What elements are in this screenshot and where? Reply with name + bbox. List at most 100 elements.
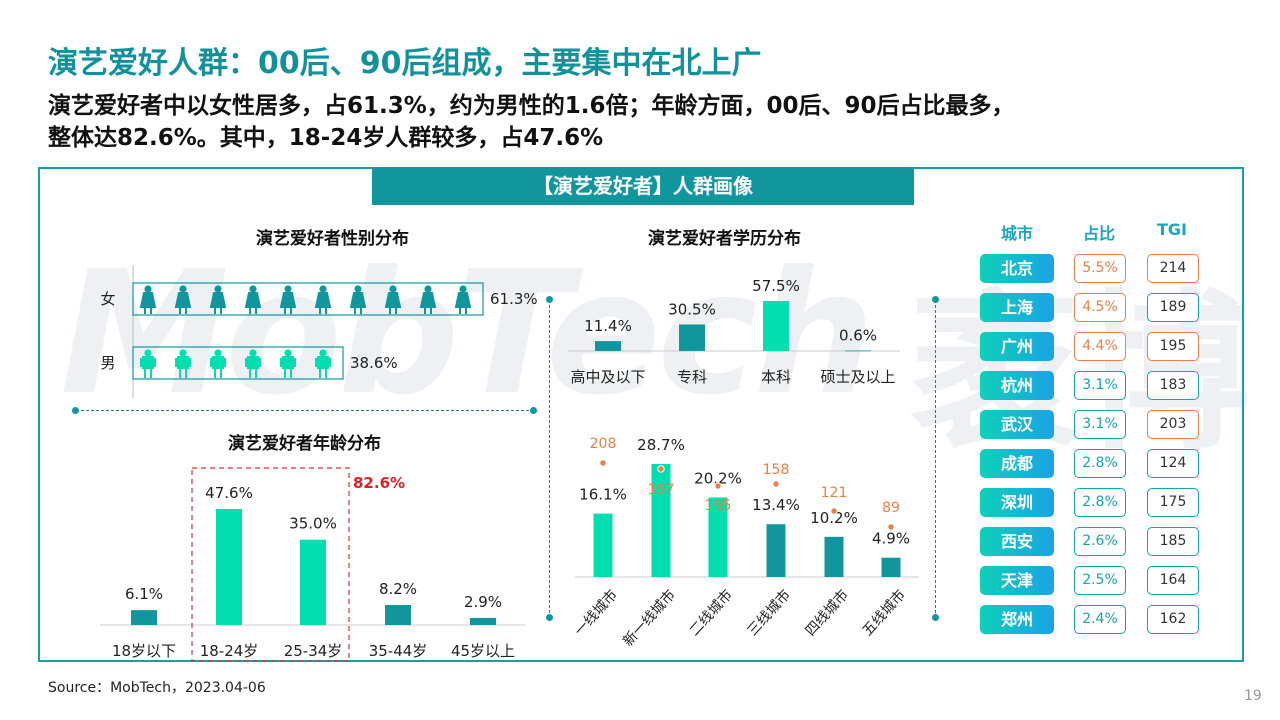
age-highlight-box [191, 467, 350, 662]
city-name-cell: 成都 [980, 449, 1054, 478]
tgi-value-label: 165 [705, 498, 732, 514]
divider-horizontal [76, 410, 534, 411]
city-name-cell: 北京 [980, 254, 1054, 283]
city-name-cell: 郑州 [980, 605, 1054, 634]
city-tgi-cell: 189 [1147, 293, 1199, 322]
person-icon-head [284, 349, 292, 357]
city-name-cell: 上海 [980, 293, 1054, 322]
source-note: Source：MobTech，2023.04-06 [48, 680, 266, 696]
person-icon [315, 356, 331, 378]
watermark: MobTech [60, 235, 875, 433]
age-category-label: 45岁以上 [451, 642, 515, 660]
person-icon [454, 292, 472, 314]
education-category-label: 本科 [761, 368, 791, 386]
tgi-dot [772, 480, 780, 488]
person-icon [245, 356, 261, 378]
age-value-label: 47.6% [205, 484, 253, 502]
city-tier-category-label: 五线城市 [859, 586, 909, 639]
gender-bar-frame [132, 346, 344, 380]
city-tier-bar [881, 557, 901, 577]
person-icon-head [424, 285, 432, 293]
divider-dot-right [530, 407, 537, 414]
age-category-label: 25-34岁 [284, 642, 343, 660]
person-icon [384, 292, 402, 314]
person-icon-head [459, 285, 467, 293]
gender-value-label: 61.3% [490, 290, 538, 308]
section-banner: 【演艺爱好者】人群画像 [372, 167, 914, 205]
person-icon-head [249, 349, 257, 357]
tgi-dot [599, 459, 607, 467]
city-tier-category-label: 三线城市 [744, 586, 794, 639]
city-tier-bar [593, 513, 613, 577]
city-tgi-cell: 124 [1147, 449, 1199, 478]
person-icon [210, 356, 226, 378]
city-tier-value-label: 16.1% [579, 486, 627, 504]
tgi-dot [887, 523, 895, 531]
age-bar [131, 610, 157, 625]
person-icon [209, 292, 227, 314]
city-tier-value-label: 28.7% [637, 436, 685, 454]
city-name-cell: 深圳 [980, 488, 1054, 517]
age-value-label: 2.9% [464, 593, 502, 611]
city-tgi-cell: 185 [1147, 527, 1199, 556]
education-category-label: 硕士及以上 [820, 368, 895, 386]
city-share-cell: 3.1% [1074, 371, 1126, 400]
person-icon-head [354, 285, 362, 293]
person-icon [419, 292, 437, 314]
education-chart-title: 演艺爱好者学历分布 [648, 229, 801, 249]
city-tier-bar [766, 524, 786, 577]
page-subtitle: 演艺爱好者中以女性居多，占61.3%，约为男性的1.6倍；年龄方面，00后、90… [48, 90, 1015, 154]
city-tgi-cell: 162 [1147, 605, 1199, 634]
city-name-cell: 杭州 [980, 371, 1054, 400]
person-icon [314, 292, 332, 314]
tgi-value-label: 208 [590, 436, 617, 452]
person-icon [174, 292, 192, 314]
gender-chart-title: 演艺爱好者性别分布 [256, 229, 409, 249]
city-share-cell: 2.8% [1074, 488, 1126, 517]
city-share-cell: 4.5% [1074, 293, 1126, 322]
city-tgi-cell: 183 [1147, 371, 1199, 400]
education-value-label: 30.5% [668, 300, 716, 318]
city-tgi-cell: 214 [1147, 254, 1199, 283]
divider-dot-left [72, 407, 79, 414]
person-icon-head [214, 285, 222, 293]
person-icon-head [319, 285, 327, 293]
person-icon-head [249, 285, 257, 293]
divider-dot-top [546, 296, 553, 303]
age-chart-title: 演艺爱好者年龄分布 [228, 434, 381, 454]
age-value-label: 35.0% [289, 515, 337, 533]
city-name-cell: 西安 [980, 527, 1054, 556]
city-tier-category-label: 四线城市 [802, 586, 852, 639]
person-icon [140, 356, 156, 378]
education-bar [679, 324, 705, 351]
city-share-cell: 2.5% [1074, 566, 1126, 595]
age-category-label: 18-24岁 [200, 642, 259, 660]
divider-vertical-2 [935, 300, 936, 618]
city-share-cell: 2.8% [1074, 449, 1126, 478]
education-value-label: 11.4% [584, 317, 632, 335]
gender-category-label: 男 [100, 354, 115, 372]
city-share-cell: 2.6% [1074, 527, 1126, 556]
subtitle-line-1: 演艺爱好者中以女性居多，占61.3%，约为男性的1.6倍；年龄方面，00后、90… [48, 93, 1015, 119]
person-icon-head [179, 349, 187, 357]
education-category-label: 高中及以下 [570, 368, 645, 386]
tgi-value-label: 89 [882, 500, 900, 516]
person-icon-head [284, 285, 292, 293]
age-value-label: 8.2% [379, 580, 417, 598]
person-icon-head [389, 285, 397, 293]
city-name-cell: 武汉 [980, 410, 1054, 439]
person-icon [349, 292, 367, 314]
tgi-value-label: 197 [648, 482, 675, 498]
divider-dot-bottom-2 [932, 614, 939, 621]
subtitle-line-2: 整体达82.6%。其中，18-24岁人群较多，占47.6% [48, 125, 604, 151]
city-tier-category-label: 一线城市 [571, 586, 621, 639]
person-icon [244, 292, 262, 314]
city-tier-bar [824, 536, 844, 577]
divider-vertical-1 [549, 300, 550, 618]
city-name-cell: 天津 [980, 566, 1054, 595]
tgi-dot [657, 465, 665, 473]
person-icon-head [144, 285, 152, 293]
city-share-cell: 5.5% [1074, 254, 1126, 283]
education-bar [595, 341, 621, 351]
